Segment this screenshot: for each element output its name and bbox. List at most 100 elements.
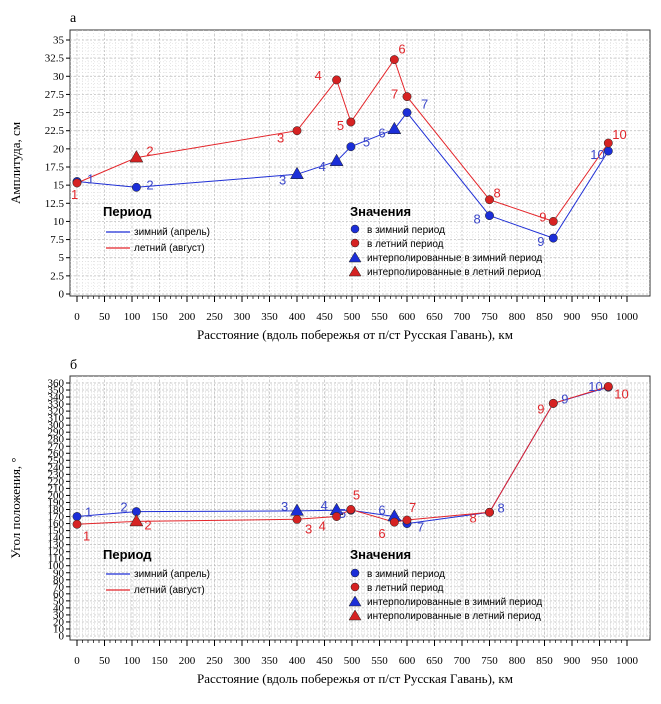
data-point — [603, 382, 613, 391]
y-tick-label: 280 — [48, 434, 65, 446]
x-tick-label: 650 — [426, 655, 443, 667]
point-label: 2 — [146, 177, 153, 192]
y-tick-label: 160 — [48, 518, 65, 530]
legend-period-item: зимний (апрель) — [134, 569, 210, 580]
point-label: 8 — [470, 510, 477, 525]
point-label: 5 — [363, 135, 370, 150]
legend: Период зимний (апрель) летний (август) Знач… — [103, 547, 542, 622]
point-label: 10 — [612, 127, 626, 142]
y-tick-label: 40 — [53, 602, 65, 614]
panel-b: 0 50 100 150 200 250 300 350 400 450 500 550 600 650 7… — [8, 358, 651, 686]
point-label: 5 — [353, 488, 360, 503]
x-tick-label: 800 — [509, 655, 526, 667]
x-tick-label: 650 — [426, 311, 443, 323]
y-axis-title: Угол положения, ° — [8, 457, 23, 558]
legend: Период зимний (апрель) летний (август) Знач… — [103, 204, 542, 278]
plot-frame — [69, 29, 651, 297]
legend-period-item: летний (август) — [134, 243, 205, 254]
x-tick-label: 550 — [371, 655, 388, 667]
y-tick-label: 270 — [48, 441, 65, 453]
x-tick-label: 0 — [74, 311, 80, 323]
legend-period-item: зимний (апрель) — [134, 227, 210, 238]
legend-value-item: интерполированные в зимний период — [367, 253, 542, 264]
legend-value-item: в летний период — [367, 583, 444, 594]
x-tick-label: 700 — [454, 655, 471, 667]
y-tick-label: 2.5 — [50, 270, 64, 282]
y-tick-label: 110 — [48, 553, 65, 565]
point-label: 2 — [146, 144, 153, 159]
legend-circle-marker — [350, 582, 360, 592]
data-point — [332, 75, 342, 85]
point-label: 6 — [378, 526, 385, 541]
x-tick-label: 300 — [234, 655, 251, 667]
x-tick-label: 550 — [371, 311, 388, 323]
y-tick-label: 10 — [53, 623, 65, 635]
x-tick-label: 1000 — [616, 311, 639, 323]
point-label: 4 — [321, 498, 328, 513]
y-tick-label: 240 — [48, 462, 65, 474]
point-label: 6 — [398, 42, 405, 57]
point-label: 3 — [277, 131, 284, 146]
point-label: 7 — [391, 87, 398, 102]
series-line-winter — [76, 111, 609, 239]
point-label: 10 — [588, 379, 602, 394]
y-tick-label: 15 — [53, 180, 65, 192]
legend-period-item: летний (август) — [134, 585, 205, 596]
y-tick-label: 340 — [48, 392, 65, 404]
point-label: 8 — [498, 500, 505, 515]
point-label: 6 — [378, 503, 385, 518]
y-tick-label: 330 — [48, 399, 65, 411]
y-tick-label: 130 — [48, 539, 65, 551]
data-point — [402, 92, 412, 102]
x-tick-label: 0 — [74, 655, 80, 667]
data-point — [603, 146, 613, 156]
point-label: 4 — [315, 68, 322, 83]
data-point — [402, 515, 412, 525]
x-tick-label: 500 — [344, 311, 361, 323]
legend-value-item: в зимний период — [367, 569, 445, 580]
x-tick-label: 1000 — [616, 655, 639, 667]
point-label: 3 — [305, 521, 312, 536]
point-label: 9 — [539, 209, 546, 224]
point-label: 6 — [378, 125, 385, 140]
x-tick-label: 400 — [289, 655, 306, 667]
x-tick-label: 400 — [289, 311, 306, 323]
panel-letter: б — [70, 358, 77, 373]
point-label: 5 — [339, 506, 346, 521]
data-point-triangle — [290, 166, 304, 180]
data-point — [332, 512, 342, 521]
x-tick-label: 800 — [509, 311, 526, 323]
x-tick-label: 450 — [316, 655, 333, 667]
x-tick-label: 500 — [344, 655, 361, 667]
x-tick-label: 950 — [591, 655, 608, 667]
y-tick-label: 220 — [48, 476, 65, 488]
legend-value-item: интерполированные в летний период — [367, 267, 541, 278]
data-point — [292, 514, 302, 524]
data-point — [72, 512, 82, 521]
point-label: 2 — [144, 517, 151, 532]
data-point — [346, 117, 356, 127]
x-tick-label: 700 — [454, 311, 471, 323]
x-tick-label: 750 — [481, 311, 498, 323]
y-tick-label: 12.5 — [45, 198, 65, 210]
y-tick-label: 0 — [59, 289, 65, 301]
y-tick-label: 90 — [53, 567, 65, 579]
point-label: 4 — [319, 159, 326, 174]
data-point — [292, 126, 302, 136]
y-tick-label: 50 — [53, 595, 65, 607]
point-label: 8 — [474, 212, 481, 227]
y-tick-label: 7.5 — [50, 234, 64, 246]
data-point-triangle — [129, 513, 144, 527]
data-point — [402, 108, 412, 118]
y-tick-label: 320 — [48, 406, 65, 418]
point-label: 3 — [279, 172, 286, 187]
legend-value-item: интерполированные в зимний период — [367, 597, 542, 608]
y-tick-label: 0 — [59, 631, 65, 643]
point-label: 4 — [319, 519, 326, 534]
data-point — [485, 195, 494, 205]
data-point — [346, 142, 356, 152]
y-tick-label: 260 — [48, 448, 65, 460]
point-label: 7 — [421, 97, 428, 112]
